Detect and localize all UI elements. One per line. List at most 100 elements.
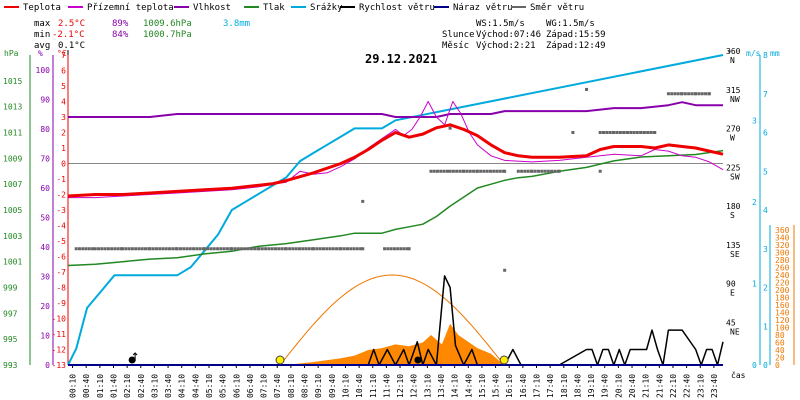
solar-tick-label: 140 <box>775 309 790 318</box>
wind-direction-point <box>178 247 182 251</box>
wind-direction-point <box>134 247 138 251</box>
speed-tick-label: 2 <box>763 284 768 293</box>
wind-direction-point <box>230 247 234 251</box>
legend-label-4: Srážky <box>310 3 343 13</box>
wind-direction-point <box>436 169 440 173</box>
x-tick-label: 16:40 <box>519 374 528 398</box>
moon-rise: Východ:2:21 <box>476 41 536 51</box>
wind-direction-point <box>439 169 443 173</box>
wind-direction-point <box>121 247 125 251</box>
x-tick-label: 22:10 <box>669 374 678 398</box>
wind-direction-point <box>195 247 199 251</box>
x-tick-label: 18:10 <box>560 374 569 398</box>
wind-direction-point <box>432 169 436 173</box>
wind-direction-point <box>212 247 216 251</box>
x-tick-label: 07:10 <box>260 374 269 398</box>
wind-direction-point <box>161 247 165 251</box>
wind-direction-point <box>642 131 646 134</box>
legend-label-7: Směr větru <box>530 3 584 13</box>
moon-marker <box>414 356 422 364</box>
stat-max-rain: 3.8mm <box>223 19 250 29</box>
wind-direction-point <box>635 131 639 134</box>
wind-direction-point <box>442 169 446 173</box>
wind-direction-point <box>257 247 261 251</box>
wind-direction-point <box>399 247 403 251</box>
x-tick-label: 01:40 <box>109 374 118 398</box>
wind-direction-point <box>301 247 305 251</box>
solar-tick-label: 340 <box>775 234 790 243</box>
direction-tick-label: 90 <box>726 280 736 289</box>
temperature-tick-label: 2 <box>61 129 66 138</box>
wind-direction-point <box>445 169 449 173</box>
wind-direction-point <box>277 247 281 251</box>
legend-label-5: Rychlost větru <box>359 3 435 13</box>
temperature-tick-label: -4 <box>56 222 66 231</box>
wind-direction-point <box>608 131 612 134</box>
wind-direction-point <box>462 169 466 173</box>
moon-marker <box>128 356 136 364</box>
wind-direction-point <box>666 92 670 96</box>
wind-direction-point <box>93 247 97 251</box>
solar-tick-label: 80 <box>775 331 785 340</box>
pressure-tick-label: 997 <box>3 309 18 318</box>
direction-cardinal-label: S <box>730 211 735 220</box>
wind-direction-point <box>557 169 561 173</box>
x-tick-label: 00:40 <box>82 374 91 398</box>
pressure-tick-label: 1005 <box>3 206 22 215</box>
x-tick-label: 03:40 <box>164 374 173 398</box>
x-tick-label: 10:10 <box>341 374 350 398</box>
x-tick-label: 17:10 <box>533 374 542 398</box>
wind-direction-point <box>683 92 687 96</box>
pressure-tick-label: 1001 <box>3 258 22 267</box>
wind-direction-point <box>694 92 698 96</box>
x-tick-label: 20:40 <box>628 374 637 398</box>
wind-direction-point <box>216 247 220 251</box>
wind-direction-point <box>325 247 329 251</box>
wind-direction-point <box>516 169 520 173</box>
series-line-sr-ky <box>67 54 724 366</box>
wind-direction-point <box>451 169 455 173</box>
wind-direction-point <box>359 247 363 251</box>
wind-direction-point <box>448 126 452 130</box>
x-tick-label: 12:40 <box>410 374 419 398</box>
x-tick-label: 19:10 <box>587 374 596 398</box>
x-tick-label: 12:10 <box>396 374 405 398</box>
wind-direction-point <box>526 169 530 173</box>
x-tick-label: 06:40 <box>246 374 255 398</box>
temperature-axis-unit: °C <box>57 49 67 58</box>
x-tick-label: 04:40 <box>191 374 200 398</box>
wind-direction-point <box>386 247 390 251</box>
speed-tick-label: 7 <box>763 90 768 99</box>
wind-direction-point <box>312 247 316 251</box>
solar-tick-label: 160 <box>775 301 790 310</box>
wind-gust-info: WG:1.5m/s <box>546 19 595 29</box>
x-tick-label: 09:40 <box>328 374 337 398</box>
stat-min-temp: -2.1°C <box>52 30 85 40</box>
temperature-tick-label: -2 <box>56 191 66 200</box>
legend-label-1: Přízemní teplota <box>87 3 174 13</box>
wind-direction-point <box>137 247 141 251</box>
stat-min-pres: 1000.7hPa <box>143 30 192 40</box>
wind-direction-point <box>291 247 295 251</box>
solar-tick-label: 240 <box>775 271 790 280</box>
wind-direction-point <box>307 247 311 251</box>
wind-direction-point <box>192 247 196 251</box>
wind-direction-point <box>649 131 653 134</box>
x-tick-label: 02:40 <box>137 374 146 398</box>
stat-avg-temp: 0.1°C <box>58 41 85 51</box>
sun-set: Západ:15:59 <box>546 30 606 40</box>
sun-moon-info: WS:1.5m/s WG:1.5m/s Slunce Východ:07:46 … <box>442 19 606 51</box>
wind-direction-point <box>407 247 411 251</box>
wind-direction-point <box>339 247 343 251</box>
pressure-tick-label: 1015 <box>3 77 22 86</box>
wind-direction-point <box>670 92 674 96</box>
x-tick-label: 06:10 <box>232 374 241 398</box>
direction-cardinal-label: E <box>730 289 735 298</box>
direction-cardinal-label: NE <box>730 327 740 336</box>
wind-direction-point <box>598 131 602 134</box>
wind-direction-point <box>202 247 206 251</box>
temperature-tick-label: -10 <box>52 315 67 324</box>
wind-direction-point <box>503 268 507 272</box>
wind-direction-point <box>222 247 226 251</box>
wind-direction-point <box>615 131 619 134</box>
